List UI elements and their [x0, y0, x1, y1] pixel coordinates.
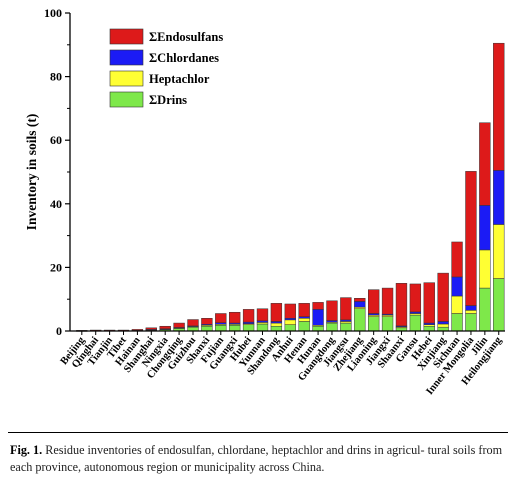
bar-segment — [381, 287, 394, 315]
caption-divider — [8, 432, 508, 433]
bar-segment — [493, 170, 505, 225]
bar-segment — [229, 311, 241, 324]
bar-segment — [354, 308, 366, 332]
bar-segment — [409, 283, 422, 313]
bars-group — [76, 42, 505, 332]
legend: ΣEndosulfans ΣChlordanes Heptachlor ΣDrins — [109, 28, 223, 108]
bar-segment — [368, 316, 380, 332]
caption-text: Residue inventories of endosulfan, chlor… — [10, 443, 503, 474]
bar-segment — [437, 323, 449, 328]
bar-segment — [284, 319, 296, 325]
bar-segment — [395, 283, 408, 327]
bar-segment — [340, 322, 352, 332]
bar-segment — [201, 318, 213, 325]
bar-segment — [354, 298, 366, 302]
legend-label: ΣDrins — [149, 93, 187, 107]
bar-segment — [187, 319, 199, 327]
y-tick-label: 0 — [56, 324, 62, 338]
bar-segment — [437, 272, 449, 322]
bar-segment — [465, 310, 477, 314]
bar-segment — [368, 289, 380, 314]
legend-swatch — [109, 28, 144, 45]
bar-segment — [242, 309, 255, 323]
bar-segment — [215, 325, 227, 332]
bar-segment — [340, 297, 352, 321]
bar-segment — [465, 305, 477, 311]
bar-segment — [284, 303, 296, 319]
bar-segment — [242, 324, 255, 332]
bar-segment — [465, 313, 477, 332]
bar-segment — [284, 324, 296, 332]
bar-segment — [173, 322, 185, 328]
bar-segment — [423, 325, 435, 332]
bar-segment — [298, 318, 310, 322]
bar-segment — [409, 314, 422, 332]
bar-segment — [479, 205, 491, 251]
bar-segment — [229, 325, 241, 332]
legend-swatch — [109, 49, 144, 66]
bar-segment — [270, 303, 283, 322]
bar-segment — [326, 300, 338, 321]
legend-label: Heptachlor — [149, 72, 210, 86]
bar-segment — [298, 321, 310, 332]
bar-segment — [326, 322, 338, 332]
y-tick-label: 20 — [50, 260, 62, 274]
caption-label: Fig. 1. — [10, 443, 43, 457]
bar-segment — [312, 309, 324, 326]
bar-segment — [312, 325, 324, 332]
legend-label: ΣEndosulfans — [149, 30, 223, 44]
bar-segment — [145, 327, 157, 330]
bar-segment — [451, 313, 463, 332]
bar-segment — [423, 282, 435, 324]
legend-label: ΣChlordanes — [149, 51, 219, 65]
bar-segment — [215, 313, 227, 323]
bar-segment — [256, 323, 269, 332]
bar-segment — [354, 301, 366, 308]
legend-swatch — [109, 91, 144, 108]
stacked-bar-chart: 020406080100BeijingQinghaiTianjinTibetHa… — [24, 6, 505, 397]
legend-swatch — [109, 70, 144, 87]
bar-segment — [256, 308, 269, 322]
bar-segment — [493, 224, 505, 279]
bar-segment — [479, 287, 491, 332]
bar-segment — [479, 249, 491, 289]
bar-segment — [451, 295, 463, 314]
bar-segment — [465, 171, 477, 306]
bar-segment — [131, 329, 144, 331]
bar-segment — [451, 276, 463, 297]
y-tick-label: 80 — [50, 70, 62, 84]
bar-segment — [298, 303, 310, 317]
bar-segment — [479, 122, 491, 206]
figure-caption: Fig. 1. Residue inventories of endosulfa… — [10, 442, 508, 476]
bar-segment — [437, 321, 449, 325]
y-tick-label: 100 — [44, 6, 62, 20]
bar-segment — [493, 278, 505, 332]
y-axis-label: Inventory in soils (t) — [24, 114, 39, 231]
bar-segment — [270, 325, 283, 332]
bar-segment — [451, 241, 463, 278]
bar-segment — [312, 302, 324, 310]
bar-segment — [270, 322, 283, 327]
bar-segment — [381, 316, 394, 332]
y-tick-label: 40 — [50, 197, 62, 211]
bar-segment — [201, 325, 213, 332]
bar-segment — [493, 42, 505, 171]
y-tick-label: 60 — [50, 133, 62, 147]
bar-segment — [159, 325, 171, 330]
